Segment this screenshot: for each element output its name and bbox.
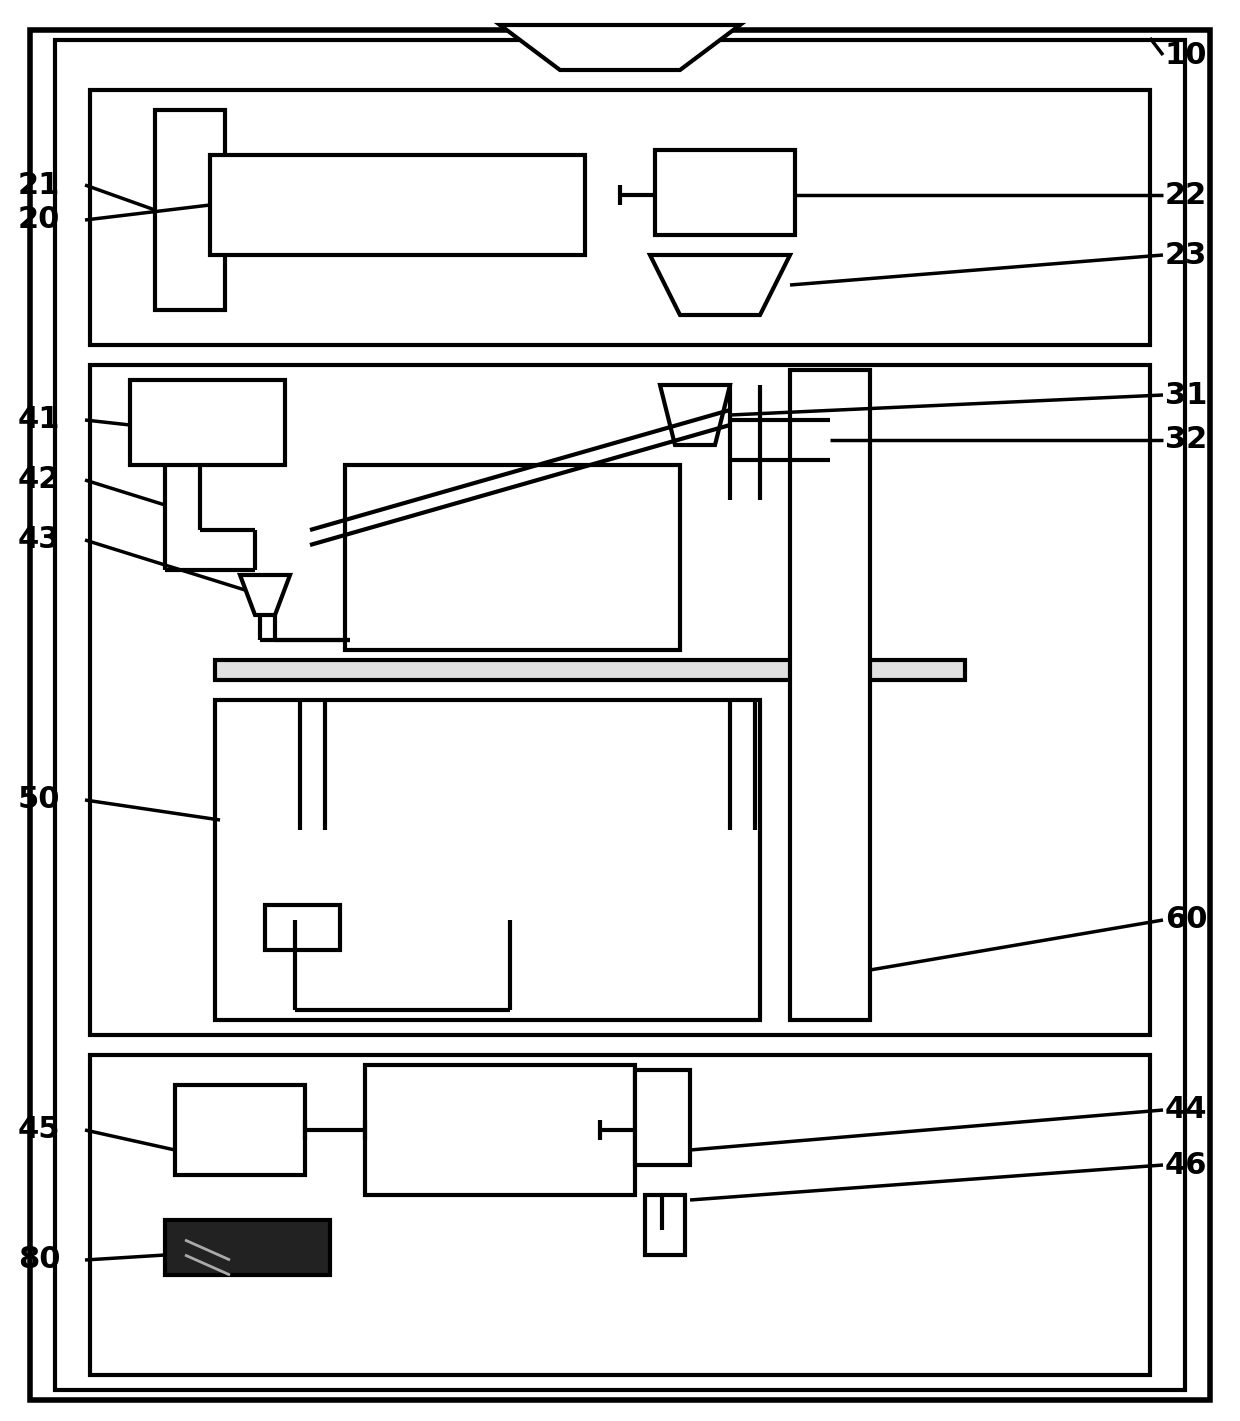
Bar [265,905,340,951]
Bar [790,369,870,1020]
Bar [645,1195,684,1255]
Text: 43: 43 [19,526,61,554]
Bar [130,379,285,465]
Bar [215,659,965,681]
Bar [91,1054,1149,1376]
Text: 21: 21 [19,171,61,199]
Bar [635,1070,689,1165]
Bar [345,465,680,649]
Text: 80: 80 [19,1245,61,1275]
Text: 44: 44 [1166,1096,1208,1124]
Bar [91,90,1149,345]
Bar [210,155,585,254]
Polygon shape [650,254,790,315]
Bar [655,151,795,234]
Text: 32: 32 [1166,425,1208,455]
Text: 42: 42 [19,466,61,495]
Text: 31: 31 [1166,381,1208,409]
Bar [155,109,224,310]
Text: 45: 45 [19,1115,61,1144]
Bar [165,1221,330,1275]
Polygon shape [241,576,290,615]
Bar [365,1064,635,1195]
Text: 20: 20 [19,206,61,234]
Polygon shape [660,385,730,445]
Text: 60: 60 [1166,905,1208,935]
Bar [91,365,1149,1034]
Bar [215,701,760,1020]
Text: 46: 46 [1166,1151,1208,1179]
Text: 41: 41 [19,405,61,435]
Text: 23: 23 [1166,240,1208,270]
Text: 10: 10 [1166,41,1208,70]
Polygon shape [500,26,740,70]
Bar [175,1086,305,1175]
Text: 22: 22 [1166,180,1208,209]
Text: 50: 50 [19,786,61,814]
